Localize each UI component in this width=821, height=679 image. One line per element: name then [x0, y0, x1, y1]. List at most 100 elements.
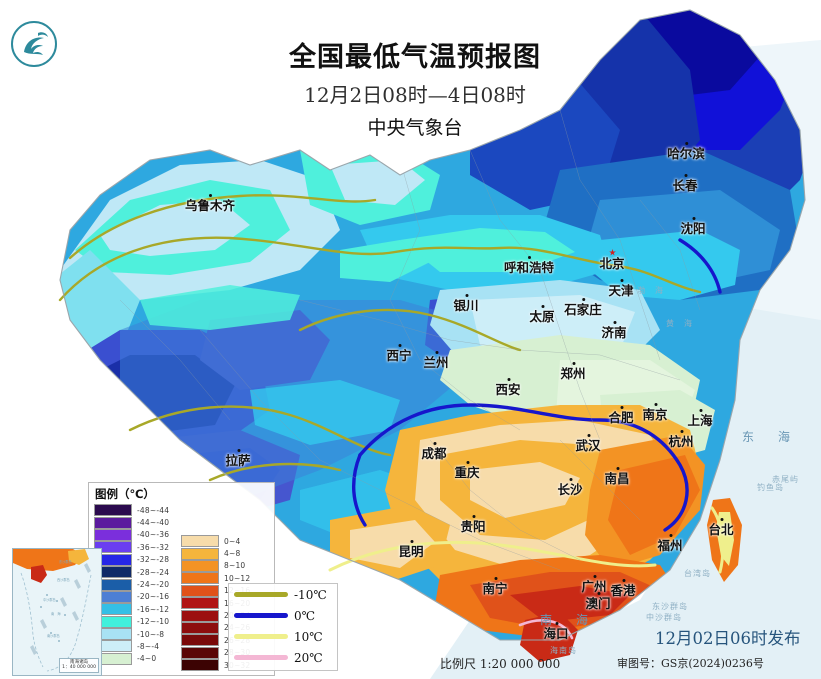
- isotherm-legend-panel: -10℃ 0℃ 10℃ 20℃: [228, 583, 338, 671]
- city-name: 哈尔滨: [667, 146, 705, 161]
- city-dot-icon: [691, 217, 695, 220]
- legend-row: -16~-12: [94, 603, 169, 616]
- isotherm-label: 0℃: [294, 608, 316, 623]
- svg-text:东沙群岛: 东沙群岛: [59, 559, 72, 564]
- city-name: 重庆: [454, 465, 480, 480]
- legend-row: -36~-32: [94, 541, 169, 554]
- city-label: 兰州: [423, 351, 449, 370]
- inset-caption-line1: 南海诸岛: [69, 659, 89, 665]
- svg-text:西沙群岛: 西沙群岛: [57, 577, 70, 582]
- city-name: 北京: [599, 256, 625, 271]
- city-name: 石家庄: [564, 302, 602, 317]
- city-name: 呼和浩特: [503, 260, 555, 275]
- city-label: 哈尔滨: [667, 142, 705, 161]
- legend-range-label: -4~0: [137, 654, 157, 664]
- legend-swatch: [181, 547, 219, 560]
- legend-swatch: [181, 597, 219, 610]
- sea-label: 黄 海: [666, 319, 693, 328]
- city-label: 台北: [708, 518, 734, 537]
- city-label: 郑州: [560, 362, 586, 381]
- city-name: 郑州: [560, 366, 586, 381]
- legend-swatch: [181, 659, 219, 672]
- city-dot-icon: [615, 467, 619, 470]
- legend-swatch: [181, 535, 219, 548]
- city-dot-icon: [684, 142, 688, 145]
- city-name: 福州: [657, 538, 683, 553]
- city-dot-icon: [236, 449, 240, 452]
- city-label: 济南: [601, 321, 627, 340]
- city-label: 乌鲁木齐: [185, 194, 235, 213]
- city-label: 沈阳: [680, 217, 706, 236]
- legend-range-label: -8~-4: [137, 641, 160, 651]
- legend-range-label: -40~-36: [137, 530, 170, 540]
- svg-text:中沙群岛: 中沙群岛: [43, 597, 56, 602]
- city-label: 澳门: [585, 592, 611, 611]
- isotherm-legend-row: -10℃: [229, 584, 337, 605]
- city-dot-icon: [698, 409, 702, 412]
- city-dot-icon: [471, 515, 475, 518]
- city-dot-icon: [592, 575, 596, 578]
- legend-row: 0~4: [181, 535, 250, 548]
- cma-dragon-logo-icon: [11, 21, 57, 67]
- city-name: 台北: [708, 522, 734, 537]
- city-label: 福州: [657, 534, 683, 553]
- city-dot-icon: [619, 279, 623, 282]
- city-label: 重庆: [454, 461, 480, 480]
- legend-row: -24~-20: [94, 578, 169, 591]
- legend-row: -32~-28: [94, 553, 169, 566]
- city-label: 成都: [421, 442, 447, 461]
- sea-label: 中沙群岛: [646, 613, 682, 622]
- map-approval-number: 审图号：GS京(2024)0236号: [617, 657, 764, 670]
- city-label: 昆明: [398, 540, 424, 559]
- legend-range-label: 8~10: [224, 561, 246, 571]
- city-dot-icon: [683, 174, 687, 177]
- legend-row: -8~-4: [94, 640, 169, 653]
- svg-text:南 海: 南 海: [51, 611, 61, 616]
- city-label: 杭州: [668, 430, 694, 449]
- city-name: 天津: [608, 283, 634, 298]
- legend-range-label: -10~-8: [137, 629, 165, 639]
- city-dot-icon: [568, 478, 572, 481]
- city-name: 长沙: [557, 482, 583, 497]
- legend-range-label: 10~12: [224, 573, 251, 583]
- legend-swatch: [94, 516, 132, 529]
- city-dot-icon: [397, 344, 401, 347]
- isotherm-line-sample: [234, 592, 288, 597]
- inset-caption-line2: 1：40 000 000: [62, 665, 96, 671]
- page-title: 全国最低气温预报图: [289, 42, 541, 73]
- legend-range-label: -20~-16: [137, 592, 170, 602]
- legend-row: -12~-10: [94, 615, 169, 628]
- city-dot-icon: [506, 378, 510, 381]
- city-label: 太原: [529, 305, 555, 324]
- city-name: 银川: [453, 298, 479, 313]
- city-label: 武汉: [575, 434, 601, 453]
- city-label: 天津: [608, 279, 634, 298]
- city-dot-icon: [679, 430, 683, 433]
- city-dot-icon: [619, 406, 623, 409]
- city-name: 武汉: [575, 438, 601, 453]
- city-name: 太原: [529, 309, 555, 324]
- legend-swatch: [181, 634, 219, 647]
- legend-title: 图例（℃）: [95, 487, 155, 501]
- sea-label: 南 海: [540, 613, 595, 627]
- forecast-period: 12月2日08时—4日08时: [304, 83, 526, 108]
- legend-row: -20~-16: [94, 590, 170, 603]
- isotherm-label: 20℃: [294, 650, 323, 665]
- legend-swatch: [181, 584, 219, 597]
- svg-text:南沙群岛: 南沙群岛: [47, 633, 60, 638]
- isotherm-legend-row: 10℃: [229, 626, 337, 647]
- legend-range-label: 4~8: [224, 549, 241, 559]
- legend-row: 4~8: [181, 547, 250, 560]
- city-name: 上海: [687, 413, 713, 428]
- south-china-sea-inset-map: 西沙群岛中沙群岛 南沙群岛 东沙群岛 南 海 南海诸岛 1：40 000 000: [12, 548, 102, 676]
- issue-time: 12月02日06时发布: [655, 629, 801, 648]
- city-label: 海口: [543, 622, 569, 641]
- legend-cold-column: -48~-44 -44~-40 -40~-36 -36~-32 -32~-28 -28~-…: [94, 504, 169, 665]
- scale-text: 比例尺 1:20 000 000: [440, 657, 561, 671]
- city-label: 北京: [599, 249, 625, 271]
- city-dot-icon: [719, 518, 723, 521]
- city-label: 西安: [495, 378, 521, 397]
- isotherm-label: 10℃: [294, 629, 323, 644]
